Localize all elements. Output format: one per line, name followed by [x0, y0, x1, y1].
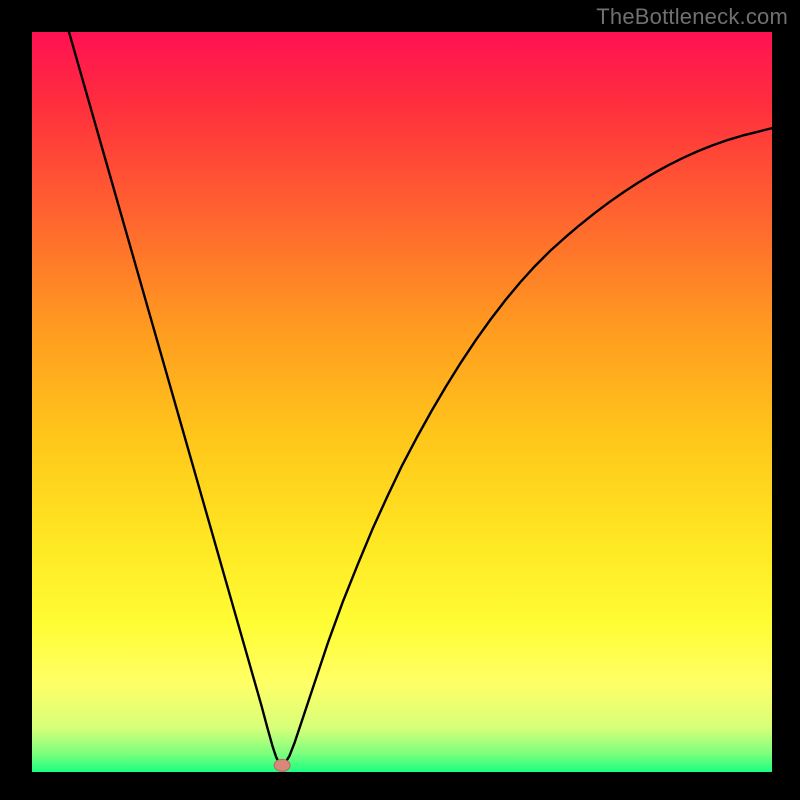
stage: TheBottleneck.com	[0, 0, 800, 800]
optimal-point-marker	[274, 759, 290, 771]
bottleneck-chart	[0, 0, 800, 800]
chart-background	[32, 32, 772, 772]
